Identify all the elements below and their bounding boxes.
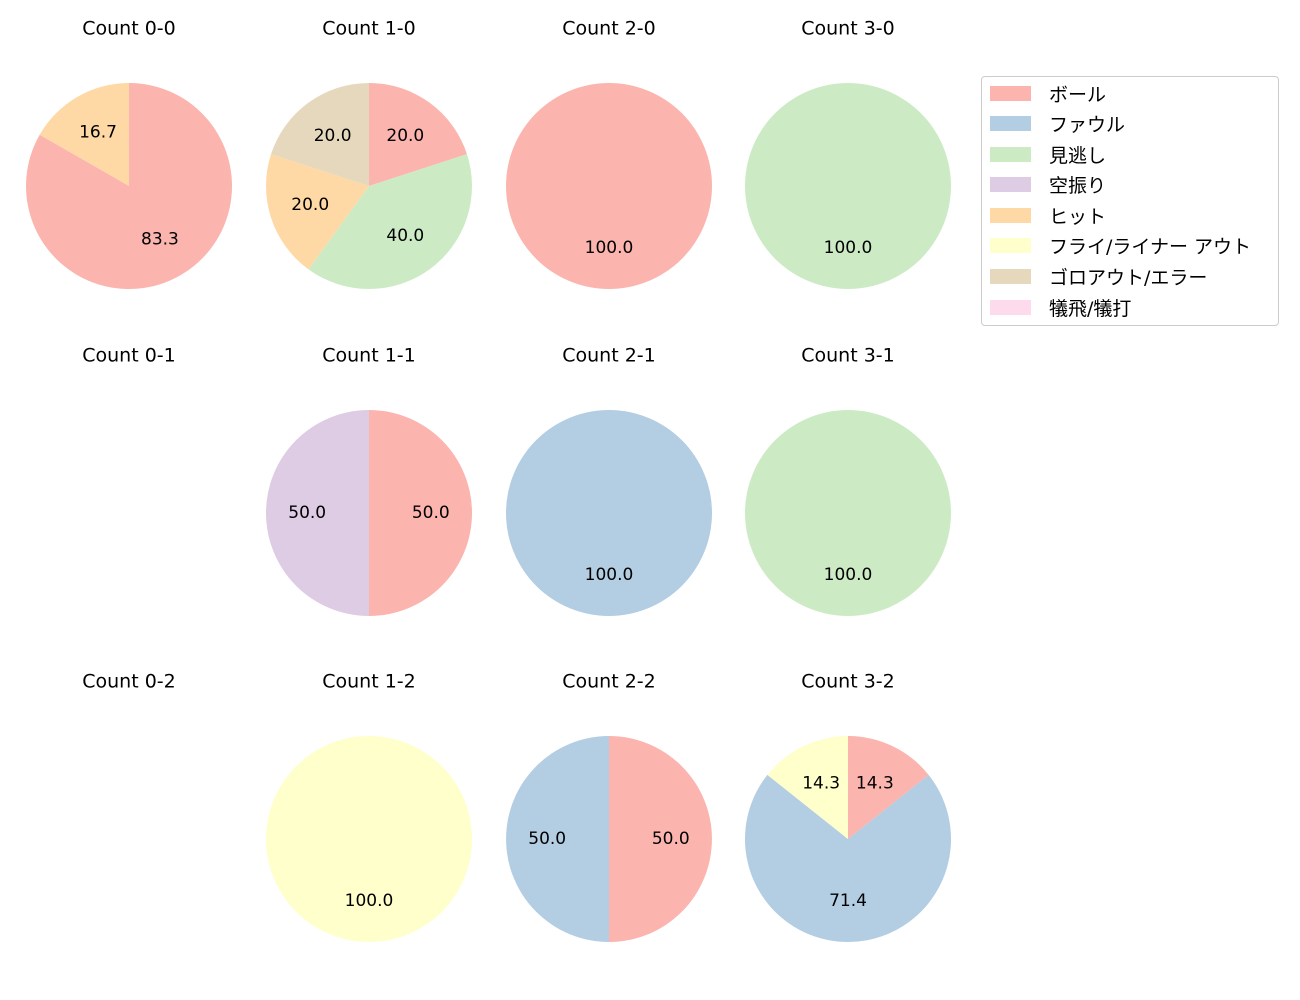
pie-slice [39,83,129,186]
pie-count-3-0: Count 3-0 100.0 [745,18,951,289]
chart-title: Count 3-1 [801,345,895,367]
legend-item-called-strike: 見逃し [990,142,1107,167]
pie-slice [506,410,712,616]
chart-title: Count 0-1 [82,345,176,367]
pie-slice [609,736,712,942]
chart-title: Count 2-0 [562,18,656,40]
legend-swatch [990,176,1031,192]
pie-slice-label: 50.0 [652,829,690,849]
chart-title: Count 0-0 [82,18,176,40]
legend-label: 犠飛/犠打 [1049,297,1132,320]
legend-item-hit: ヒット [990,203,1107,228]
pie-slice [266,410,369,616]
legend-label: フライ/ライナー アウト [1049,235,1252,258]
pie-count-0-1: Count 0-1 [82,345,176,367]
pie-slice [265,154,369,270]
pie-slice-label: 20.0 [386,126,424,146]
legend-swatch [990,268,1031,284]
chart-title: Count 1-1 [322,345,416,367]
chart-title: Count 0-2 [82,671,176,693]
legend-label: ゴロアウト/エラー [1049,266,1208,289]
pie-slice [745,410,951,616]
legend-swatch [990,146,1031,162]
legend-swatch [990,207,1031,223]
pie-slice-label: 71.4 [829,891,867,911]
pie-slice-label: 100.0 [345,891,394,911]
legend-label: ヒット [1049,205,1107,228]
pie-slice [506,83,712,289]
pie-slice [369,410,472,616]
pie-slice [744,774,951,942]
legend-label: 見逃し [1049,144,1107,167]
pie-slice [26,83,233,289]
chart-title: Count 1-0 [322,18,416,40]
pie-count-2-2: Count 2-2 50.0 50.0 [506,671,712,942]
pie-count-1-0: Count 1-0 20.0 40.0 20.0 20.0 [265,18,473,290]
legend-swatch [990,85,1031,101]
pie-slice-label: 83.3 [141,229,179,249]
pie-count-1-1: Count 1-1 50.0 50.0 [266,345,472,616]
pie-slice-label: 100.0 [585,565,634,585]
pie-slice [369,83,467,186]
pie-slice [266,736,472,942]
pie-count-2-0: Count 2-0 100.0 [506,18,712,289]
legend-swatch [990,115,1031,131]
pie-slice [506,736,609,942]
legend-item-sacrifice: 犠飛/犠打 [990,295,1132,320]
legend-item-fly-liner-out: フライ/ライナー アウト [990,233,1252,258]
pie-slice [767,736,848,839]
pie-slice-label: 100.0 [824,238,873,258]
pie-slice [308,154,473,290]
pie-count-2-1: Count 2-1 100.0 [506,345,712,616]
legend-item-ground-out-error: ゴロアウト/エラー [990,264,1208,289]
legend-item-foul: ファウル [990,111,1126,136]
chart-title: Count 3-2 [801,671,895,693]
chart-title: Count 2-2 [562,671,656,693]
pie-slice [271,83,369,186]
pie-slice-label: 40.0 [386,226,424,246]
pie-count-0-0: Count 0-0 83.3 16.7 [26,18,233,289]
legend-label: ファウル [1049,113,1126,136]
pie-slice-label: 16.7 [79,123,117,143]
pie-count-1-2: Count 1-2 100.0 [266,671,472,942]
legend: ボール ファウル 見逃し 空振り ヒット フライ/ライナー アウト ゴロアウト/… [981,76,1279,326]
pie-slice-label: 14.3 [856,773,894,793]
legend-swatch [990,237,1031,253]
chart-title: Count 1-2 [322,671,416,693]
pie-slice [745,83,951,289]
legend-item-swinging-strike: 空振り [990,172,1107,197]
pie-slice-label: 20.0 [291,195,329,215]
legend-swatch [990,299,1031,315]
pie-slice-label: 20.0 [314,126,352,146]
pie-slice-label: 50.0 [288,503,326,523]
pie-count-3-2: Count 3-2 14.3 71.4 14.3 [744,671,951,942]
pie-slice-label: 50.0 [412,503,450,523]
legend-label: ボール [1049,83,1107,106]
pie-count-0-2: Count 0-2 [82,671,176,693]
chart-title: Count 2-1 [562,345,656,367]
pie-slice [848,736,929,839]
pie-slice-label: 100.0 [585,238,634,258]
legend-label: 空振り [1049,174,1107,197]
pie-slice-label: 14.3 [802,773,840,793]
chart-title: Count 3-0 [801,18,895,40]
pie-slice-label: 50.0 [528,829,566,849]
pie-slice-label: 100.0 [824,565,873,585]
legend-item-ball: ボール [990,81,1107,106]
pie-count-3-1: Count 3-1 100.0 [745,345,951,616]
